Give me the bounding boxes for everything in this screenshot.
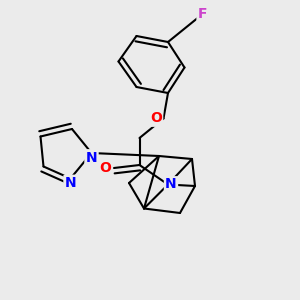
Text: F: F bbox=[198, 7, 207, 20]
Text: O: O bbox=[99, 161, 111, 175]
Text: N: N bbox=[65, 176, 76, 190]
Text: N: N bbox=[165, 178, 177, 191]
Text: O: O bbox=[150, 112, 162, 125]
Text: N: N bbox=[86, 151, 97, 164]
